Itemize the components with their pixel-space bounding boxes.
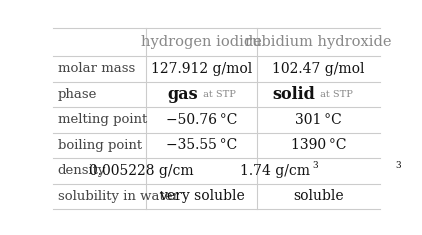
Text: solid: solid [272, 86, 315, 103]
Text: 1.74 g/cm: 1.74 g/cm [240, 164, 310, 178]
Text: molar mass: molar mass [58, 63, 135, 75]
Text: 127.912 g/mol: 127.912 g/mol [151, 62, 252, 76]
Text: at STP: at STP [317, 90, 353, 99]
Text: density: density [58, 164, 106, 177]
Text: solubility in water: solubility in water [58, 190, 179, 203]
Text: 3: 3 [395, 161, 400, 170]
Text: phase: phase [58, 88, 97, 101]
Text: 102.47 g/mol: 102.47 g/mol [272, 62, 365, 76]
Text: −35.55 °C: −35.55 °C [166, 138, 237, 153]
Text: soluble: soluble [293, 189, 344, 204]
Text: 1390 °C: 1390 °C [291, 138, 346, 153]
Text: hydrogen iodide: hydrogen iodide [141, 35, 262, 49]
Text: rubidium hydroxide: rubidium hydroxide [245, 35, 392, 49]
Text: at STP: at STP [200, 90, 236, 99]
Text: 3: 3 [312, 161, 318, 170]
Text: −50.76 °C: −50.76 °C [166, 113, 237, 127]
Text: 301 °C: 301 °C [295, 113, 342, 127]
Text: melting point: melting point [58, 114, 147, 126]
Text: gas: gas [168, 86, 198, 103]
Text: boiling point: boiling point [58, 139, 142, 152]
Text: very soluble: very soluble [159, 189, 244, 204]
Text: 0.005228 g/cm: 0.005228 g/cm [89, 164, 194, 178]
